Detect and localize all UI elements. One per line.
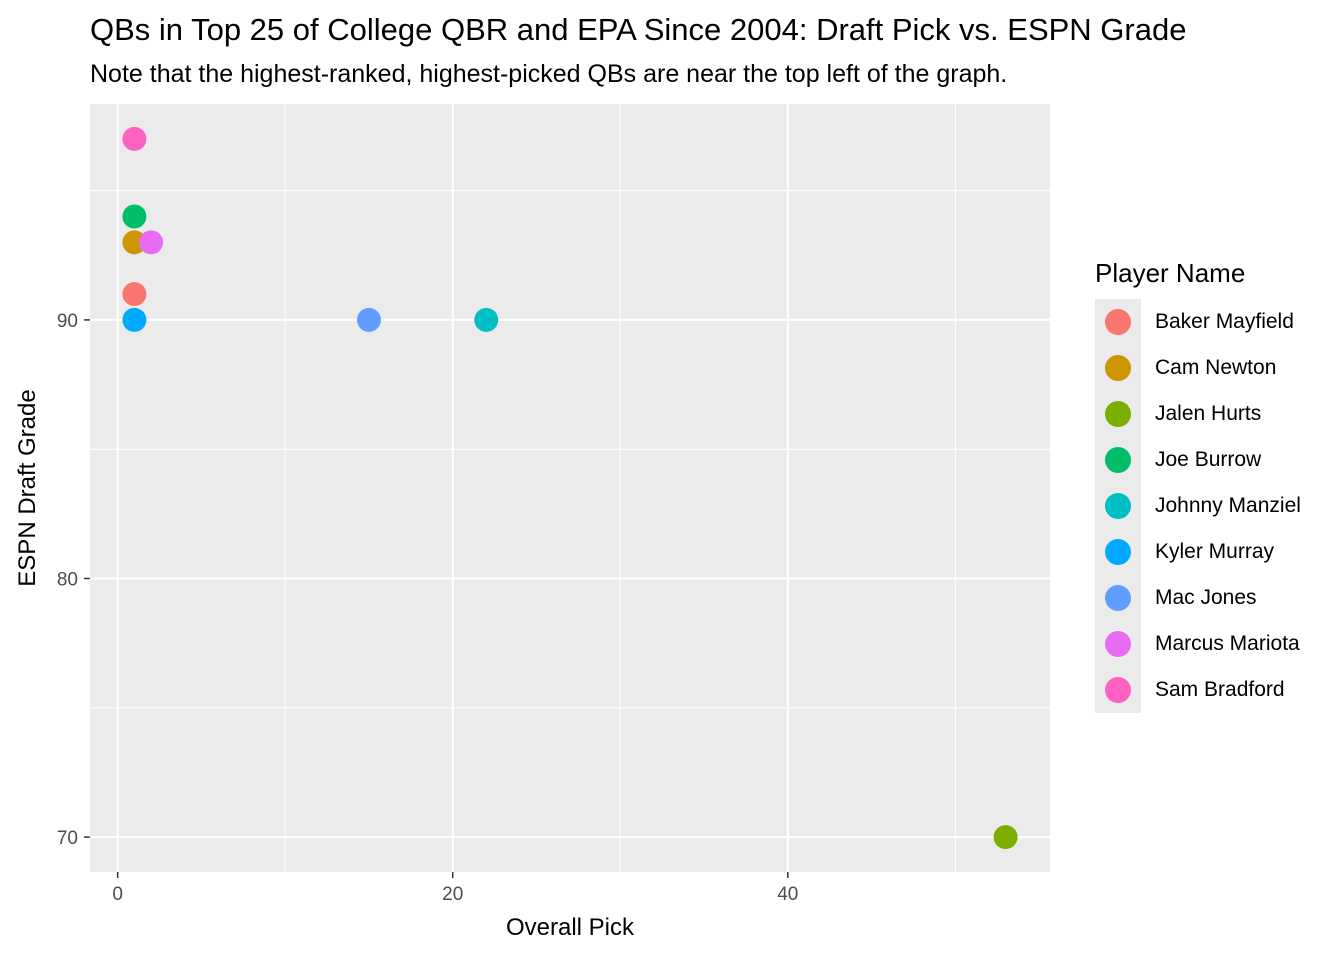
legend-label: Joe Burrow xyxy=(1155,448,1262,471)
data-point-baker-mayfield xyxy=(122,282,147,307)
plot-panel xyxy=(90,104,1050,872)
legend-key-dot xyxy=(1105,631,1131,657)
y-tick-label: 80 xyxy=(57,570,78,591)
legend-key-dot xyxy=(1105,677,1131,703)
y-axis-label: ESPN Draft Grade xyxy=(14,389,41,587)
legend-key-dot xyxy=(1105,355,1131,381)
data-point-johnny-manziel xyxy=(474,307,499,332)
data-point-marcus-mariota xyxy=(139,230,164,255)
legend-item: Baker Mayfield xyxy=(1095,299,1294,345)
legend-key-dot xyxy=(1105,493,1131,519)
legend-item: Cam Newton xyxy=(1095,345,1276,391)
data-point-mac-jones xyxy=(356,307,381,332)
y-tick-label: 70 xyxy=(57,828,78,849)
legend-key-dot xyxy=(1105,309,1131,335)
data-point-jalen-hurts xyxy=(993,825,1018,850)
legend-label: Mac Jones xyxy=(1155,586,1257,609)
legend-item: Jalen Hurts xyxy=(1095,391,1261,437)
legend-item: Sam Bradford xyxy=(1095,667,1285,713)
data-point-kyler-murray xyxy=(122,307,147,332)
legend-item: Kyler Murray xyxy=(1095,529,1274,575)
legend-key-dot xyxy=(1105,539,1131,565)
x-axis-label: Overall Pick xyxy=(505,914,635,941)
legend-item: Marcus Mariota xyxy=(1095,621,1300,667)
legend-item: Johnny Manziel xyxy=(1095,483,1301,529)
legend-items: Baker Mayfield Cam Newton Jalen Hurts Joe B… xyxy=(1095,299,1301,713)
legend-label: Johnny Manziel xyxy=(1155,494,1301,517)
legend-title: Player Name xyxy=(1095,258,1246,288)
y-tick-label: 90 xyxy=(57,311,78,332)
chart-title: QBs in Top 25 of College QBR and EPA Sin… xyxy=(90,12,1187,47)
legend-item: Mac Jones xyxy=(1095,575,1257,621)
legend-label: Marcus Mariota xyxy=(1155,632,1300,655)
data-point-joe-burrow xyxy=(122,204,147,229)
legend-label: Kyler Murray xyxy=(1155,540,1275,563)
legend-label: Sam Bradford xyxy=(1155,678,1285,701)
legend: Player Name Baker Mayfield Cam Newton Jale… xyxy=(1095,258,1301,713)
legend-key-dot xyxy=(1105,585,1131,611)
x-tick-label: 0 xyxy=(112,884,123,905)
x-tick-label: 20 xyxy=(442,884,463,905)
data-point-cam-newton xyxy=(122,230,147,255)
legend-label: Baker Mayfield xyxy=(1155,310,1294,333)
legend-key-dot xyxy=(1105,401,1131,427)
legend-item: Joe Burrow xyxy=(1095,437,1261,483)
data-point-sam-bradford xyxy=(122,126,147,151)
legend-key-dot xyxy=(1105,447,1131,473)
chart-subtitle: Note that the highest-ranked, highest-pi… xyxy=(90,60,1008,88)
legend-label: Cam Newton xyxy=(1155,356,1277,379)
x-tick-label: 40 xyxy=(777,884,798,905)
legend-label: Jalen Hurts xyxy=(1155,402,1262,425)
